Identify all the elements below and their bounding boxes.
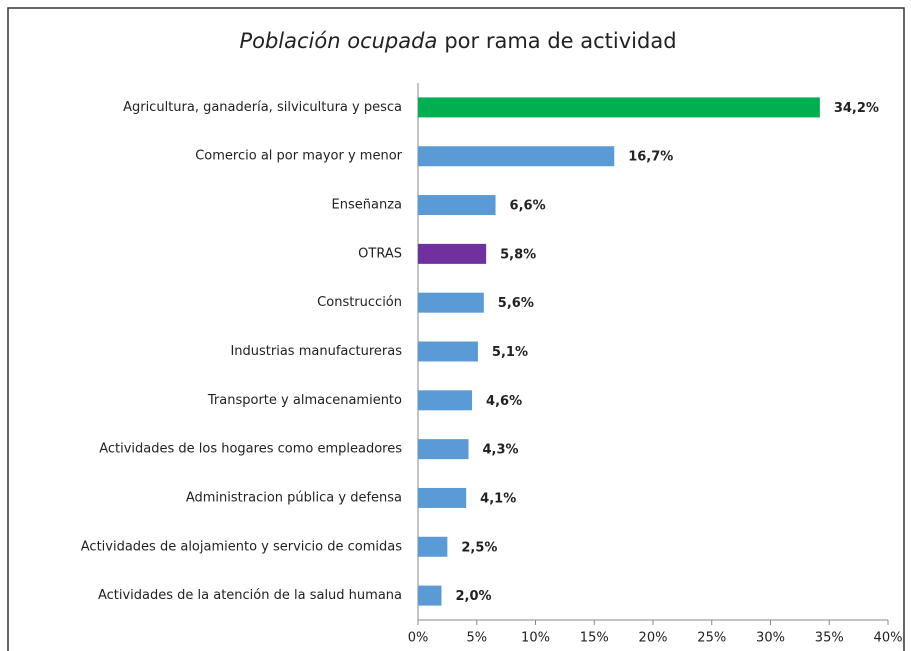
bar bbox=[418, 292, 484, 313]
category-label: Enseñanza bbox=[332, 198, 402, 213]
x-tick-label: 5% bbox=[466, 631, 487, 646]
category-label: OTRAS bbox=[358, 246, 402, 261]
value-label: 2,0% bbox=[456, 589, 492, 604]
bar bbox=[418, 243, 487, 264]
x-tick-label: 10% bbox=[521, 631, 550, 646]
bar bbox=[418, 195, 496, 216]
x-tick-label: 35% bbox=[815, 631, 844, 646]
value-label: 34,2% bbox=[834, 101, 879, 116]
title-emphasis: Población ocupada bbox=[239, 29, 437, 53]
category-label: Actividades de los hogares como empleado… bbox=[99, 442, 402, 457]
x-tick-label: 25% bbox=[697, 631, 726, 646]
category-label: Transporte y almacenamiento bbox=[207, 393, 402, 408]
bar bbox=[418, 146, 615, 167]
category-label: Construcción bbox=[317, 295, 402, 310]
value-label: 16,7% bbox=[628, 150, 673, 165]
category-label: Actividades de alojamiento y servicio de… bbox=[81, 539, 402, 554]
value-label: 2,5% bbox=[461, 540, 497, 555]
value-label: 5,6% bbox=[498, 296, 534, 311]
title-rest: por rama de actividad bbox=[444, 29, 676, 53]
x-tick-label: 0% bbox=[408, 631, 429, 646]
x-tick-label: 15% bbox=[580, 631, 609, 646]
chart-title: Población ocupada por rama de actividad bbox=[239, 29, 676, 53]
bar bbox=[418, 390, 473, 411]
bar bbox=[418, 97, 820, 118]
x-tick-label: 20% bbox=[639, 631, 668, 646]
bar bbox=[418, 487, 467, 508]
value-label: 4,3% bbox=[483, 443, 519, 458]
category-label: Comercio al por mayor y menor bbox=[195, 149, 402, 164]
x-tick-label: 40% bbox=[874, 631, 903, 646]
bar bbox=[418, 536, 448, 557]
bar bbox=[418, 439, 469, 460]
category-label: Administracion pública y defensa bbox=[186, 490, 402, 505]
bar bbox=[418, 341, 478, 362]
x-tick-label: 30% bbox=[756, 631, 785, 646]
value-label: 4,6% bbox=[486, 394, 522, 409]
value-label: 6,6% bbox=[510, 199, 546, 214]
category-label: Agricultura, ganadería, silvicultura y p… bbox=[123, 100, 402, 115]
value-label: 4,1% bbox=[480, 491, 516, 506]
bar bbox=[418, 585, 442, 606]
category-label: Actividades de la atención de la salud h… bbox=[98, 588, 402, 603]
category-label: Industrias manufactureras bbox=[230, 344, 402, 359]
value-label: 5,1% bbox=[492, 345, 528, 360]
value-label: 5,8% bbox=[500, 247, 536, 262]
